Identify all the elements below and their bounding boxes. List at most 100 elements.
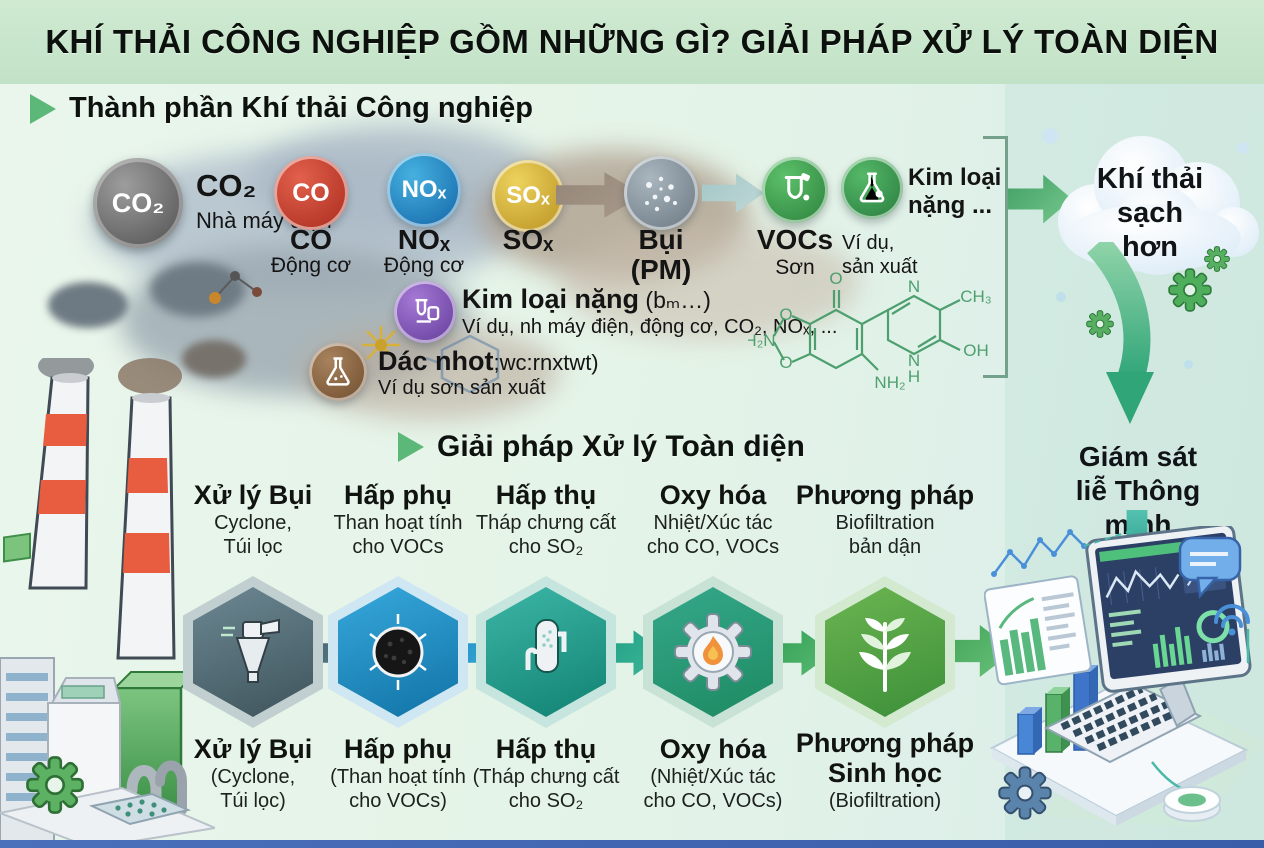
gear-flame-icon — [674, 613, 752, 691]
composition-header-text: Thành phần Khí thải Công nghiệp — [69, 92, 533, 124]
viscous-badge — [309, 343, 367, 401]
solution-bottom-line1: (Cyclone, — [210, 766, 296, 788]
bubble — [1056, 292, 1066, 302]
solution-bottom-line1: (Tháp chưng cất — [472, 766, 620, 788]
chem-n-bottom: N — [908, 351, 920, 370]
metals-sub-2: sản xuất — [842, 256, 918, 278]
solution-bottom-line2: cho VOCs) — [349, 790, 447, 812]
smoke-puff — [48, 282, 128, 328]
solution-top-title: Phương pháp — [795, 480, 975, 510]
lab-glass-icon — [415, 298, 440, 323]
activated-carbon-icon — [369, 614, 427, 690]
chem-ch3: CH₃ — [960, 287, 991, 306]
step-adsorption-hexagon — [328, 576, 468, 728]
floating-chart-panel — [984, 575, 1092, 686]
co2-label: CO₂ — [196, 168, 257, 203]
heavy-metals-sub: Ví dụ, nh máy điện, động cơ, CO₂, NOₓ, .… — [462, 316, 838, 338]
gear-icon — [998, 766, 1052, 820]
solutions-section-header: Giải pháp Xử lý Toàn diện — [398, 430, 805, 464]
erlenmeyer-flask-icon — [326, 357, 350, 386]
chem-h: H — [908, 367, 920, 386]
factory-illustration — [0, 358, 215, 848]
chem-o-left1: O — [779, 305, 792, 324]
smoke-puff — [150, 262, 245, 317]
solutions-header-text: Giải pháp Xử lý Toàn diện — [437, 430, 805, 463]
solution-top-line1: Cyclone, — [214, 512, 292, 534]
solution-bottom-title: Hấp thụ — [495, 734, 597, 764]
section-marker-icon — [398, 432, 424, 462]
solution-top-line1: Tháp chưng cất — [475, 512, 617, 534]
sensor-puck-icon — [1151, 761, 1221, 822]
metals-badge — [841, 157, 903, 219]
gear-icon — [1086, 310, 1114, 338]
curved-arrow-down — [1086, 242, 1154, 424]
plant-icon — [859, 618, 911, 692]
vocs-sub: Sơn — [775, 256, 815, 279]
solution-bottom-line2: cho CO, VOCs) — [643, 790, 783, 812]
page-title: KHÍ THẢI CÔNG NGHIỆP GỒM NHỮNG GÌ? GIẢI … — [45, 23, 1219, 60]
co-badge: CO — [274, 156, 348, 230]
solution-top-line1: Nhiệt/Xúc tác — [653, 512, 773, 534]
solution-bottom-line1: (Biofiltration) — [828, 790, 942, 812]
smoke-puff — [182, 340, 246, 378]
solution-top-title: Xử lý Bụi — [193, 480, 313, 510]
composition-section-header: Thành phần Khí thải Công nghiệp — [30, 92, 533, 125]
solution-bottom-title2: Sinh học — [828, 758, 942, 788]
chem-o-left2: O — [779, 353, 792, 372]
solution-bottom-title: Oxy hóa — [659, 734, 767, 764]
solution-bottom-line1: (Than hoạt tính — [330, 766, 466, 788]
sparkline — [991, 529, 1135, 577]
chem-nh2: NH₂ — [874, 373, 905, 392]
viscous-sub: Ví dụ sơn sản xuất — [378, 377, 546, 399]
solution-bottom-line2: Túi lọc) — [220, 790, 286, 812]
co-label: CO — [290, 224, 332, 255]
metals-label-1: Kim loại — [908, 164, 1002, 191]
wifi-icon — [1214, 604, 1250, 664]
solution-bottom-title: Hấp phụ — [344, 734, 452, 764]
keyboard — [1043, 682, 1203, 764]
clean-air-label: Khí thải sạch hơn — [1096, 163, 1204, 263]
solution-top-title: Hấp thụ — [495, 480, 597, 510]
solution-top-line2: cho SO₂ — [508, 536, 584, 558]
solution-top-line2: cho CO, VOCs — [646, 536, 780, 558]
solution-bottom-title: Xử lý Bụi — [193, 734, 313, 764]
solution-top-title: Hấp phụ — [344, 480, 452, 510]
molecule-doodle — [209, 271, 262, 304]
chat-bubble-icon — [1178, 536, 1242, 599]
smoke-plume — [560, 225, 860, 340]
solution-top-line2: Túi lọc — [223, 536, 283, 558]
chem-o-top: O — [829, 269, 842, 288]
vocs-label: VOCs — [756, 224, 834, 255]
chemical-structure: O O O H₂N N CH₃ OH N H NH₂ — [748, 269, 992, 392]
flask-icon — [859, 172, 885, 203]
solution-top-line1: Biofiltration — [835, 512, 935, 534]
bottom-accent-bar — [0, 840, 1264, 848]
clean-air-cloud-icon — [1042, 128, 1259, 275]
gear-icon — [1168, 268, 1212, 312]
cyclone-separator-icon — [221, 618, 280, 683]
particles-icon — [645, 176, 677, 212]
co-sub: Động cơ — [270, 254, 352, 277]
scrubber-tower-icon — [525, 619, 567, 673]
metals-sub-1: Ví dụ, — [842, 232, 895, 254]
heavy-metals-title: Kim loại nặng (bₘ…) — [462, 284, 711, 314]
solution-top-line2: bản dận — [848, 536, 922, 558]
step-biological-hexagon — [815, 576, 955, 728]
chem-oh: OH — [963, 341, 989, 360]
section-marker-icon — [30, 93, 56, 124]
nox-label: NOₓ — [397, 224, 451, 255]
solution-top-line2: cho VOCs — [352, 536, 444, 558]
solution-bottom-line1: (Nhiệt/Xúc tác — [650, 766, 776, 788]
sox-badge: SOₓ — [492, 160, 564, 232]
metals-label-2: nặng ... — [908, 192, 992, 219]
bubble — [1184, 360, 1193, 369]
molecule-doodle — [362, 326, 400, 364]
gear-icon — [1204, 246, 1230, 272]
step-oxidation-hexagon — [643, 576, 783, 728]
pm-label-2: (PM) — [630, 254, 692, 285]
viscous-title: Dác nhot;wc:rnxtwt) — [378, 346, 599, 376]
vocs-badge — [762, 157, 828, 223]
chem-n-top: N — [908, 277, 920, 296]
pm-badge — [624, 156, 698, 230]
